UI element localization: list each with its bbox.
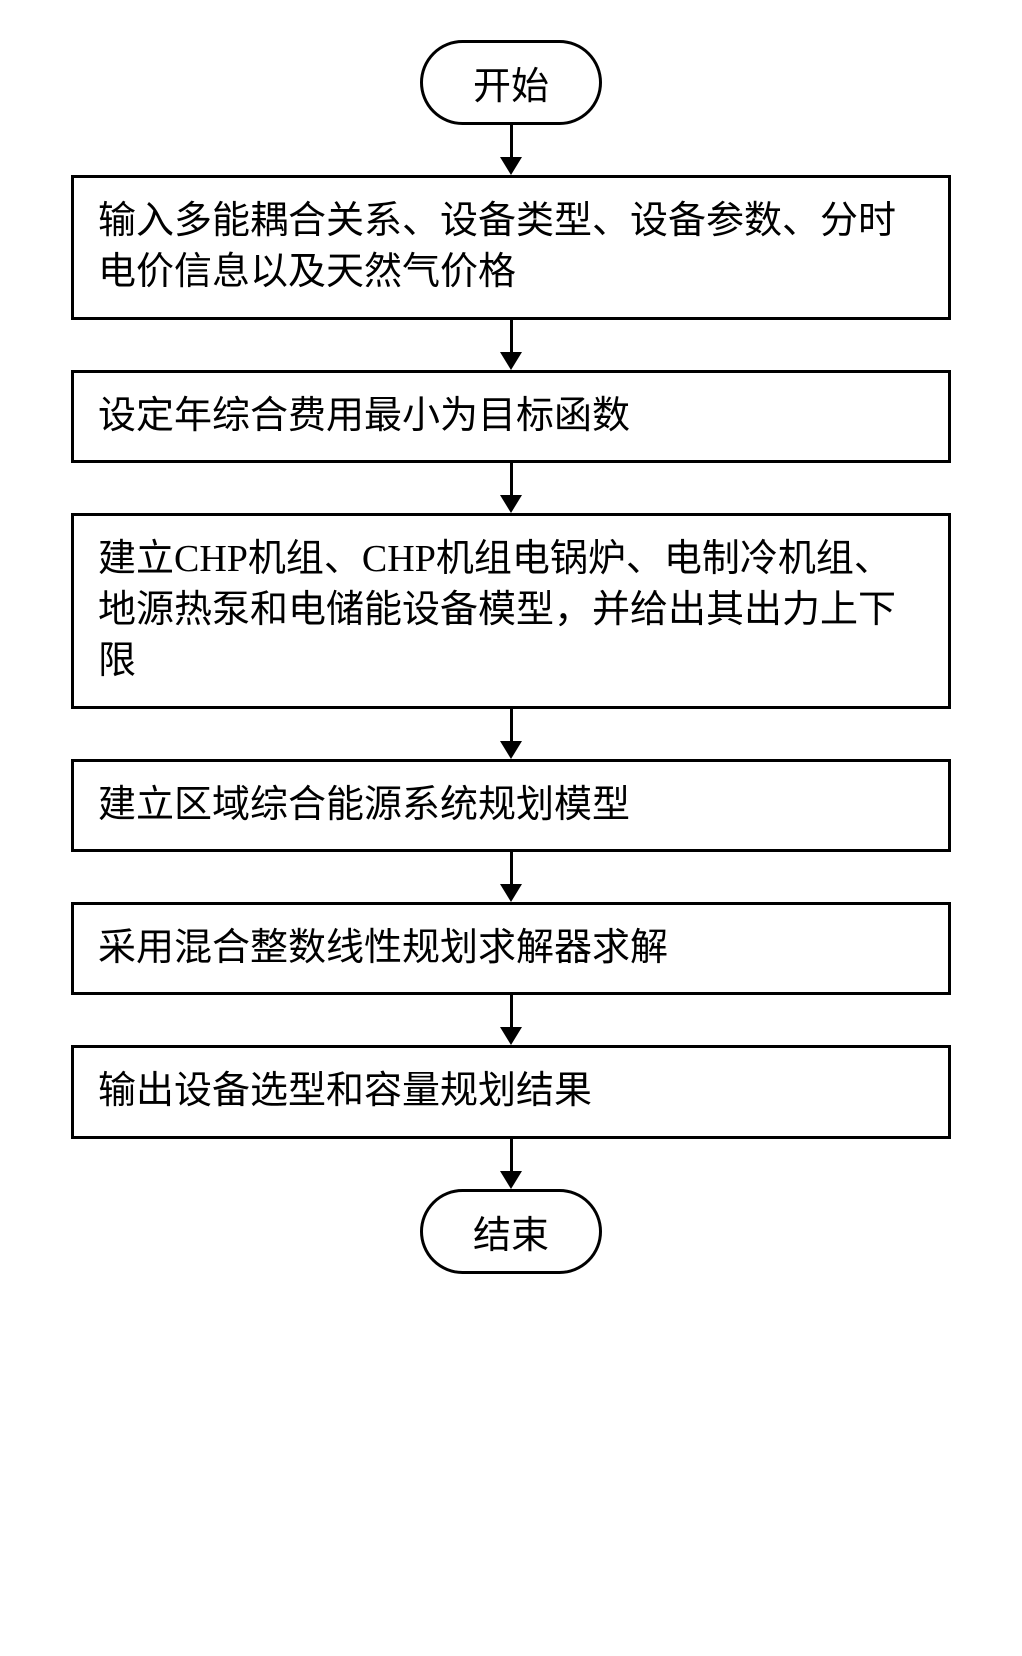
step-model-label: 建立CHP机组、CHP机组电锅炉、电制冷机组、地源热泵和电储能设备模型，并给出其…	[98, 538, 896, 683]
step-output-label: 输出设备选型和容量规划结果	[98, 1070, 592, 1112]
arrow-1	[500, 125, 522, 175]
step-model: 建立CHP机组、CHP机组电锅炉、电制冷机组、地源热泵和电储能设备模型，并给出其…	[71, 513, 951, 709]
arrow-4	[500, 709, 522, 759]
start-terminal: 开始	[420, 40, 602, 125]
arrow-6	[500, 995, 522, 1045]
step-objective-label: 设定年综合费用最小为目标函数	[98, 395, 630, 437]
arrow-7	[500, 1139, 522, 1189]
step-solve-label: 采用混合整数线性规划求解器求解	[98, 927, 668, 969]
step-input: 输入多能耦合关系、设备类型、设备参数、分时电价信息以及天然气价格	[71, 175, 951, 320]
arrow-5	[500, 852, 522, 902]
step-output: 输出设备选型和容量规划结果	[71, 1045, 951, 1138]
arrow-3	[500, 463, 522, 513]
end-label: 结束	[473, 1215, 549, 1257]
step-objective: 设定年综合费用最小为目标函数	[71, 370, 951, 463]
end-terminal: 结束	[420, 1189, 602, 1274]
step-input-label: 输入多能耦合关系、设备类型、设备参数、分时电价信息以及天然气价格	[98, 200, 896, 293]
arrow-2	[500, 320, 522, 370]
step-plan-model-label: 建立区域综合能源系统规划模型	[98, 784, 630, 826]
step-plan-model: 建立区域综合能源系统规划模型	[71, 759, 951, 852]
start-label: 开始	[473, 66, 549, 108]
step-solve: 采用混合整数线性规划求解器求解	[71, 902, 951, 995]
